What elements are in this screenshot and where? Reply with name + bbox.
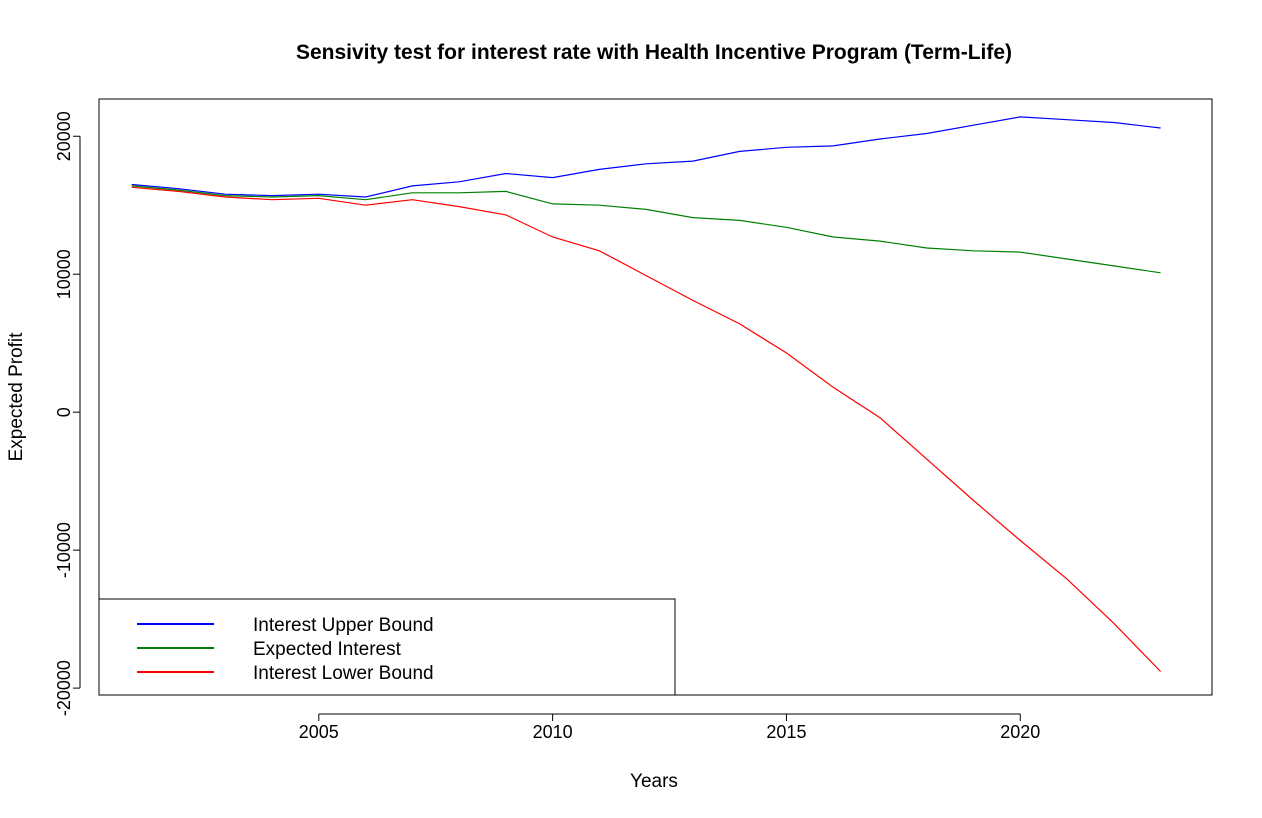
x-tick-label: 2010 xyxy=(533,722,573,742)
series-line-2 xyxy=(131,186,1162,672)
y-tick-label: 20000 xyxy=(54,111,74,161)
y-axis: -20000 -10000 0 10000 20000 xyxy=(54,111,81,716)
y-tick-label: 10000 xyxy=(54,249,74,299)
x-axis: 2005 2010 2015 2020 xyxy=(299,713,1040,742)
x-tick-label: 2005 xyxy=(299,722,339,742)
y-tick-label: -20000 xyxy=(54,660,74,716)
legend-label-expected: Expected Interest xyxy=(253,639,402,660)
chart-title: Sensivity test for interest rate with He… xyxy=(296,41,1012,64)
x-axis-label: Years xyxy=(630,771,678,792)
x-tick-label: 2015 xyxy=(766,722,806,742)
y-tick-label: 0 xyxy=(54,407,74,417)
series-line-1 xyxy=(131,185,1161,274)
y-tick-label: -10000 xyxy=(54,522,74,578)
legend-label-lower: Interest Lower Bound xyxy=(253,663,434,684)
legend: Interest Upper Bound Expected Interest I… xyxy=(98,598,676,696)
legend-label-upper: Interest Upper Bound xyxy=(253,615,434,636)
y-axis-label: Expected Profit xyxy=(6,332,27,462)
series-lines xyxy=(131,116,1162,672)
x-tick-label: 2020 xyxy=(1000,722,1040,742)
series-line-0 xyxy=(131,116,1161,198)
